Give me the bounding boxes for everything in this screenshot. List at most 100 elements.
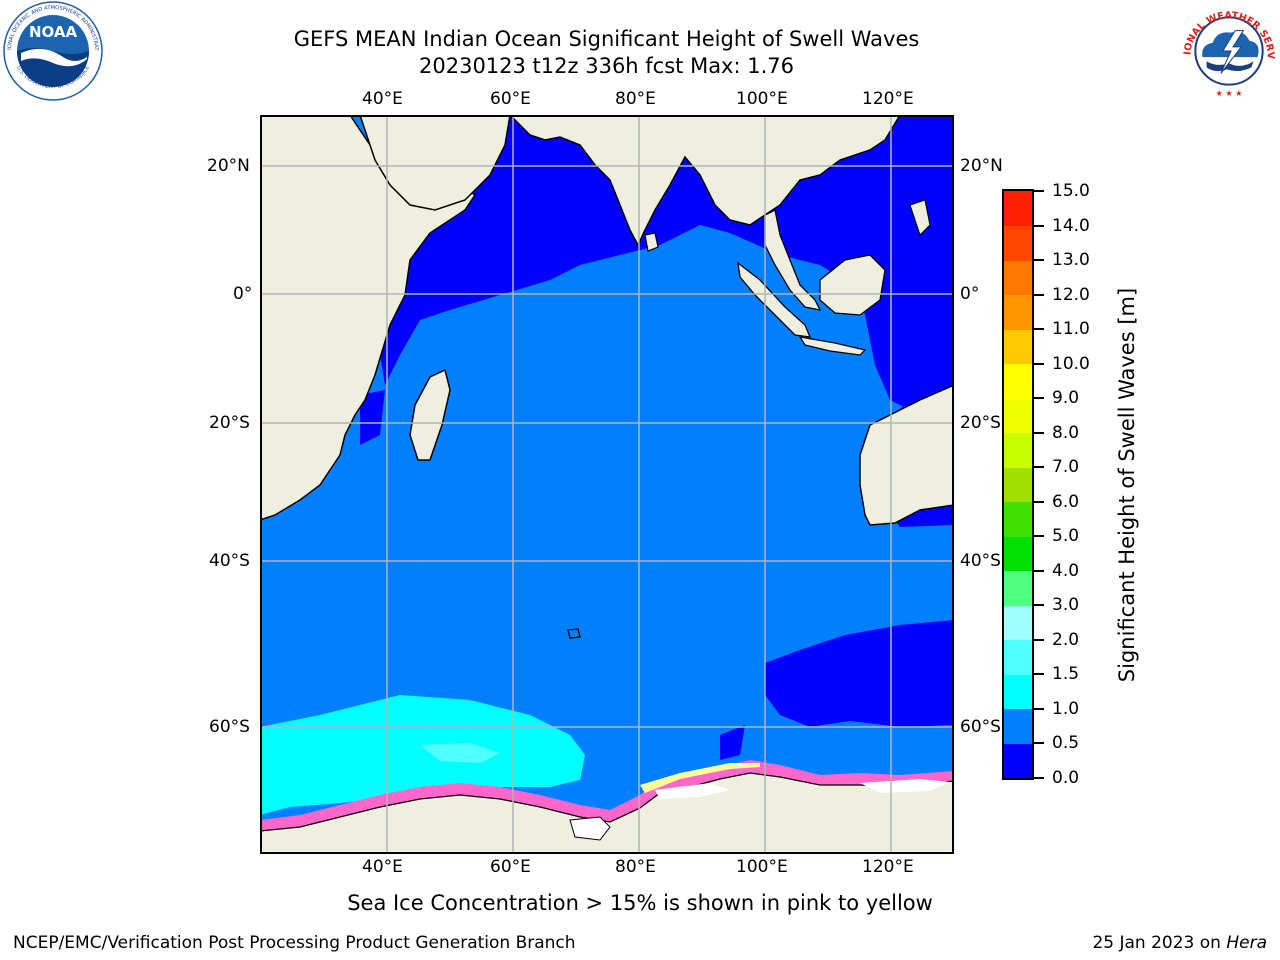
- colorbar-tick: [1034, 362, 1044, 365]
- colorbar-segment: [1004, 674, 1032, 710]
- footer-date: 25 Jan 2023 on Hera: [1092, 933, 1267, 953]
- sea-ice-yellow-edge: [640, 763, 760, 793]
- colorbar-tick-label: 1.0: [1052, 698, 1080, 719]
- australia-landmass: [859, 384, 954, 526]
- colorbar-tick-label: 11.0: [1052, 319, 1090, 340]
- colorbar-tick: [1034, 638, 1044, 641]
- title-line-2: 20230123 t12z 336h fcst Max: 1.76: [419, 54, 794, 78]
- colorbar-tick-label: 14.0: [1052, 215, 1090, 236]
- colorbar-segment: [1004, 363, 1032, 399]
- lon-label-bottom-40e: 40°E: [362, 857, 403, 877]
- sea-ice-fringe: [260, 760, 954, 831]
- colorbar-tick: [1034, 224, 1044, 227]
- colorbar-tick: [1034, 707, 1044, 710]
- colorbar-tick: [1034, 500, 1044, 503]
- lat-label-left-20n: 20°N: [207, 156, 250, 176]
- footer-producer: NCEP/EMC/Verification Post Processing Pr…: [13, 933, 576, 953]
- lat-label-right-60s: 60°S: [960, 717, 1001, 737]
- colorbar-tick: [1034, 259, 1044, 262]
- colorbar-segment: [1004, 294, 1032, 330]
- colorbar-tick-label: 10.0: [1052, 353, 1090, 374]
- lat-label-right-20n: 20°N: [960, 156, 1003, 176]
- colorbar-tick: [1034, 604, 1044, 607]
- colorbar-segment: [1004, 570, 1032, 606]
- malay-peninsula: [764, 209, 822, 311]
- colorbar-tick-label: 7.0: [1052, 457, 1080, 478]
- ocean-low-swell-small-patch: [720, 725, 745, 760]
- colorbar-tick: [1034, 777, 1044, 779]
- colorbar-tick-label: 5.0: [1052, 526, 1080, 547]
- graticule: [260, 115, 954, 854]
- colorbar-tick-label: 13.0: [1052, 250, 1090, 271]
- colorbar-tick-label: 12.0: [1052, 284, 1090, 305]
- lat-label-left-60s: 60°S: [209, 717, 250, 737]
- colorbar-tick-label: 3.0: [1052, 595, 1080, 616]
- ocean-low-swell-southeast: [765, 620, 954, 727]
- ocean-philippines: [900, 115, 954, 185]
- colorbar-segment: [1004, 432, 1032, 468]
- colorbar-tick-label: 0.0: [1052, 768, 1080, 788]
- colorbar-tick: [1034, 431, 1044, 434]
- title-line-1: GEFS MEAN Indian Ocean Significant Heigh…: [293, 27, 920, 51]
- lat-label-right-20s: 20°S: [960, 413, 1001, 433]
- colorbar-tick-label: 4.0: [1052, 560, 1080, 581]
- colorbar-segment: [1004, 467, 1032, 503]
- lat-label-left-20s: 20°S: [209, 413, 250, 433]
- colorbar-tick: [1034, 293, 1044, 296]
- colorbar-title: Significant Height of Swell Waves [m]: [1114, 288, 1140, 682]
- colorbar-tick: [1034, 328, 1044, 331]
- colorbar-segment: [1004, 708, 1032, 744]
- map-border: [260, 115, 954, 854]
- colorbar-tick: [1034, 569, 1044, 572]
- lon-label-top-100e: 100°E: [736, 89, 788, 109]
- kerguelen-island: [567, 628, 581, 639]
- borneo: [819, 254, 886, 316]
- philippines-islands: [909, 199, 931, 237]
- colorbar-segment: [1004, 225, 1032, 261]
- ice-shelf-amery: [569, 816, 611, 841]
- lon-label-bottom-100e: 100°E: [736, 857, 788, 877]
- svg-text:★ ★ ★: ★ ★ ★: [1215, 88, 1242, 98]
- lon-label-bottom-60e: 60°E: [490, 857, 531, 877]
- lon-label-top-80e: 80°E: [615, 89, 656, 109]
- asia-landmass: [508, 115, 901, 247]
- footer-machine: Hera: [1226, 933, 1267, 953]
- footer-date-text: 25 Jan 2023 on: [1092, 933, 1227, 953]
- sea-ice-note: Sea Ice Concentration > 15% is shown in …: [347, 891, 933, 915]
- colorbar-segment: [1004, 191, 1032, 227]
- colorbar-tick: [1034, 190, 1044, 192]
- colorbar-tick-label: 6.0: [1052, 491, 1080, 512]
- java: [798, 336, 867, 356]
- ocean-swell-band-inner: [420, 743, 500, 763]
- colorbar-tick-label: 2.0: [1052, 629, 1080, 650]
- lon-label-top-60e: 60°E: [490, 89, 531, 109]
- noaa-wordmark: NOAA: [29, 23, 78, 41]
- nws-logo: NATIONAL WEATHER SERVICE ★ ★ ★: [1178, 0, 1278, 100]
- lat-label-right-40s: 40°S: [960, 551, 1001, 571]
- ocean-low-swell-north: [380, 115, 954, 415]
- colorbar-segment: [1004, 501, 1032, 537]
- colorbar: [1002, 189, 1034, 780]
- colorbar-tick-label: 15.0: [1052, 181, 1090, 201]
- colorbar-tick-label: 0.5: [1052, 733, 1080, 754]
- colorbar-segment: [1004, 536, 1032, 572]
- colorbar-tick-label: 9.0: [1052, 388, 1080, 409]
- lon-label-bottom-120e: 120°E: [862, 857, 914, 877]
- ocean-swell-band: [260, 695, 585, 815]
- colorbar-tick: [1034, 742, 1044, 745]
- colorbar-segment: [1004, 605, 1032, 641]
- sri-lanka: [644, 232, 659, 252]
- noaa-logo: NOAA NATIONAL OCEANIC AND ATMOSPHERIC AD…: [3, 1, 103, 101]
- lon-label-top-120e: 120°E: [862, 89, 914, 109]
- colorbar-segment: [1004, 329, 1032, 365]
- lat-label-left-40s: 40°S: [209, 551, 250, 571]
- colorbar-segment: [1004, 260, 1032, 296]
- lat-label-right-0: 0°: [960, 284, 980, 304]
- colorbar-tick: [1034, 466, 1044, 469]
- lon-label-top-40e: 40°E: [362, 89, 403, 109]
- lat-label-left-0: 0°: [233, 284, 253, 304]
- colorbar-segment: [1004, 743, 1032, 779]
- madagascar: [409, 368, 451, 461]
- arabia-landmass: [359, 115, 511, 211]
- colorbar-tick: [1034, 397, 1044, 400]
